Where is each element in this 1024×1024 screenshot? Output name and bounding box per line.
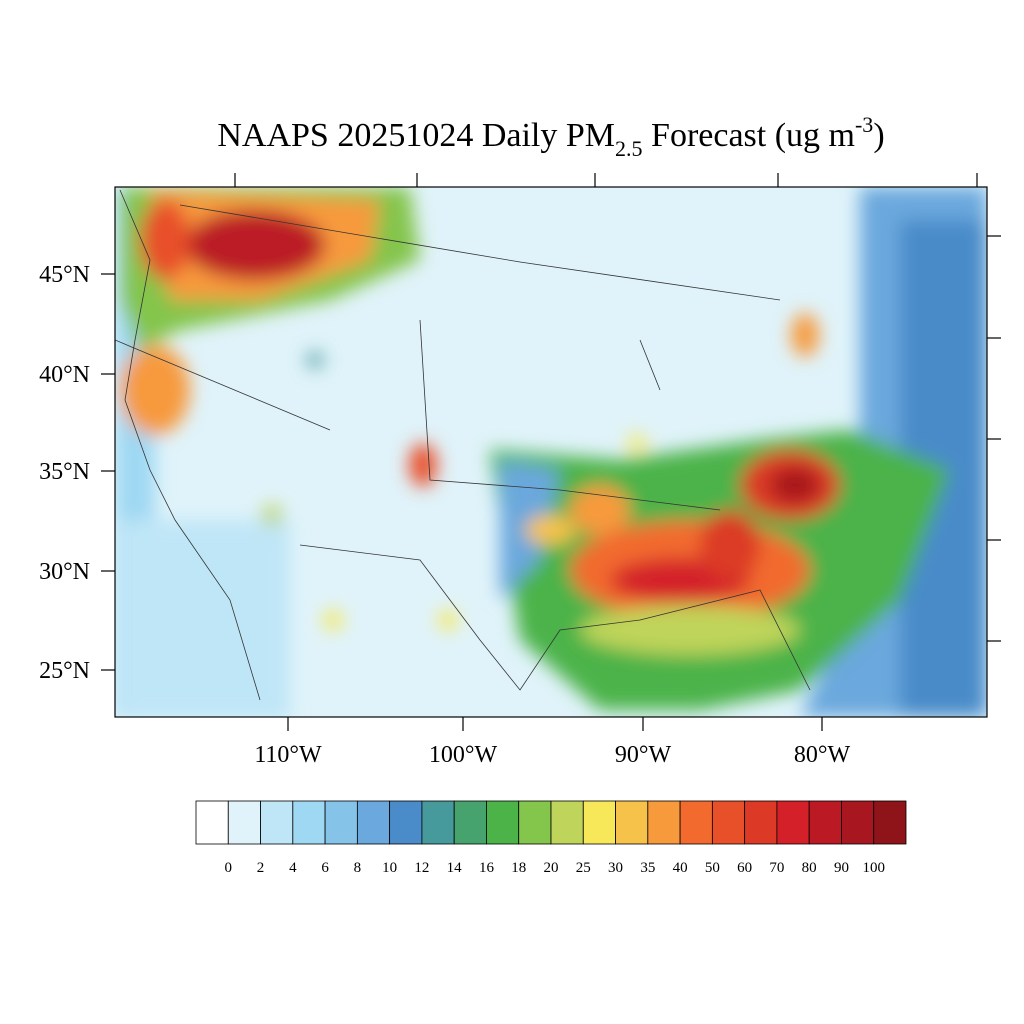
lat-label: 30°N [39,559,90,585]
colorbar-label: 60 [737,860,752,876]
colorbar-label: 4 [289,860,297,876]
colorbar-box [615,800,649,845]
colorbar-label: 14 [447,860,463,876]
colorbar-box [873,800,907,845]
colorbar-label: 30 [608,860,623,876]
title: NAAPS 20251024 Daily PM2.5 Forecast (ug … [217,112,884,161]
colorbar-box [744,800,778,845]
graticule-ticks [101,173,1001,731]
colorbar-box [195,800,229,845]
lon-label: 80°W [794,742,851,768]
colorbar-box [679,800,713,845]
colorbar: 0 2 4 6 8 10 12 14 16 18 20 25 30 35 40 50 60 70 80 90 100 [195,800,907,876]
colorbar-label: 40 [673,860,688,876]
title-rest: Forecast (ug m [643,117,855,154]
colorbar-label: 6 [321,860,329,876]
lat-label: 35°N [39,459,90,485]
map-frame [114,186,988,718]
lon-label: 110°W [254,742,322,768]
colorbar-box [453,800,487,845]
colorbar-label: 2 [257,860,265,876]
colorbar-box [324,800,358,845]
title-sub: 2.5 [615,136,643,161]
colorbar-box [356,800,391,845]
colorbar-box [711,800,746,845]
colorbar-box [292,800,326,845]
colorbar-box [647,800,681,845]
title-main: NAAPS 20251024 Daily PM [217,117,615,154]
title-sup: -3 [855,112,873,137]
colorbar-box [260,800,294,845]
colorbar-label: 16 [479,860,495,876]
lon-label: 90°W [615,742,672,768]
colorbar-box [389,800,423,845]
lat-label: 25°N [39,658,90,684]
colorbar-box [421,800,455,845]
colorbar-label: 100 [862,860,885,876]
colorbar-label: 18 [511,860,526,876]
colorbar-label: 10 [382,860,397,876]
colorbar-box [841,800,875,845]
colorbar-box [582,800,616,845]
colorbar-label: 20 [544,860,559,876]
colorbar-label: 8 [354,860,362,876]
colorbar-label: 70 [769,860,784,876]
colorbar-box [776,800,810,845]
colorbar-box [550,800,584,845]
colorbar-label: 25 [576,860,591,876]
map [115,187,987,717]
lat-label: 40°N [39,362,90,388]
colorbar-box [808,800,842,845]
colorbar-label: 90 [834,860,849,876]
colorbar-label: 80 [802,860,817,876]
lon-label: 100°W [429,742,498,768]
lat-label: 45°N [39,262,90,288]
colorbar-label: 0 [225,860,233,876]
colorbar-box [227,800,261,845]
colorbar-label: 12 [414,860,429,876]
colorbar-box [486,800,520,845]
colorbar-label: 35 [640,860,655,876]
title-end: ) [873,117,884,154]
colorbar-box [518,800,552,845]
colorbar-label: 50 [705,860,720,876]
